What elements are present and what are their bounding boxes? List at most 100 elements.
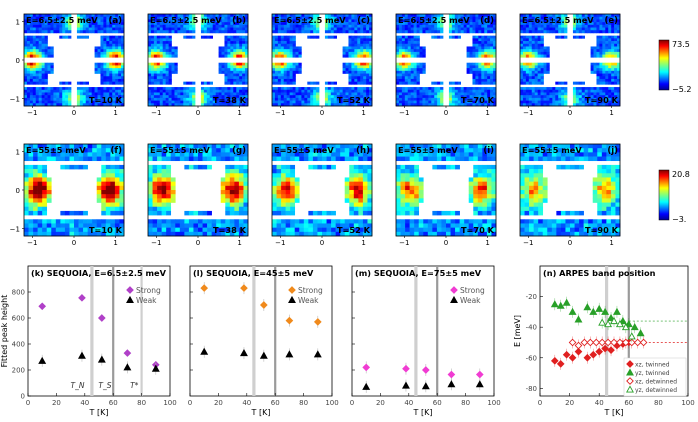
map-pixel — [50, 24, 54, 28]
map-pixel — [166, 206, 172, 212]
map-pixel — [236, 92, 240, 96]
map-pixel — [276, 194, 282, 199]
map-pixel — [367, 206, 373, 212]
map-pixel — [94, 51, 98, 55]
map-pixel — [520, 68, 524, 72]
map-pixel — [150, 49, 155, 53]
map-pixel — [26, 103, 31, 107]
map-pixel — [76, 95, 81, 99]
map-pixel — [26, 43, 31, 47]
map-pixel — [490, 97, 494, 101]
map-panel: E=6.5±2.5 meV (d)T=70 K−1 0 1 — [395, 13, 497, 117]
map-pixel — [584, 30, 588, 34]
map-pixel — [367, 198, 373, 203]
map-pixel — [211, 223, 217, 228]
map-pixel — [481, 35, 485, 39]
map-pixel — [277, 35, 282, 39]
map-pixel — [106, 97, 110, 101]
map-pixel — [448, 22, 453, 26]
map-pixel — [528, 35, 533, 39]
map-pixel — [162, 54, 166, 58]
map-pixel — [475, 78, 479, 82]
map-pixel — [177, 19, 181, 23]
map-pixel — [299, 148, 305, 153]
map-pixel — [358, 194, 364, 199]
map-pixel — [298, 27, 302, 31]
map-pixel — [106, 16, 110, 20]
map-pixel — [413, 27, 417, 31]
map-pixel — [363, 14, 367, 18]
map-pixel — [272, 231, 277, 237]
map-pixel — [469, 87, 473, 91]
map-pixel — [596, 27, 600, 31]
map-pixel — [342, 97, 346, 101]
map-pixel — [239, 27, 243, 31]
map-pixel — [35, 49, 39, 53]
map-pixel — [229, 181, 235, 187]
map-pixel — [83, 144, 88, 149]
map-pixel — [342, 87, 346, 91]
map-pixel — [290, 227, 296, 233]
map-pixel — [525, 19, 530, 23]
map-pixel — [227, 27, 231, 31]
map-pixel — [96, 231, 102, 237]
map-pixel — [484, 46, 488, 50]
map-pixel — [165, 103, 169, 107]
map-pixel — [301, 24, 305, 28]
map-pixel — [552, 27, 556, 31]
map-pixel — [277, 70, 282, 74]
map-pixel — [193, 231, 199, 237]
map-pixel — [327, 27, 332, 31]
map-pixel — [230, 16, 234, 20]
map-pixel — [466, 14, 470, 18]
map-pixel — [549, 27, 553, 31]
map-pixel — [481, 81, 485, 85]
map-pixel — [396, 14, 400, 18]
map-pixel — [540, 51, 544, 55]
map-pixel — [493, 73, 497, 77]
map-pixel — [272, 78, 276, 82]
map-pixel — [584, 19, 588, 23]
map-pixel — [339, 87, 343, 91]
map-pixel — [596, 87, 600, 91]
map-pixel — [188, 164, 194, 170]
map-pixel — [608, 16, 612, 20]
map-pixel — [308, 148, 314, 153]
map-pixel — [317, 227, 323, 233]
map-pixel — [404, 73, 409, 77]
map-pixel — [162, 95, 166, 99]
map-pixel — [593, 62, 597, 66]
map-pixel — [55, 231, 61, 237]
map-pixel — [413, 103, 417, 107]
map-pixel — [153, 43, 158, 47]
map-pixel — [221, 87, 225, 91]
map-pixel — [614, 103, 618, 107]
map-pixel — [540, 14, 544, 18]
map-pixel — [209, 24, 213, 28]
map-pixel — [103, 38, 107, 42]
map-pixel — [602, 46, 606, 50]
map-pixel — [469, 92, 473, 96]
map-pixel — [396, 206, 401, 212]
map-pixel — [50, 97, 54, 101]
map-pixel — [422, 30, 426, 34]
map-pixel — [520, 54, 524, 58]
map-pixel — [460, 92, 464, 96]
map-pixel — [106, 100, 110, 104]
map-pixel — [233, 70, 237, 74]
map-pixel — [475, 49, 479, 53]
map-pixel — [59, 95, 63, 99]
map-pixel — [33, 190, 38, 195]
map-pixel — [209, 19, 213, 23]
map-pixel — [47, 49, 51, 53]
map-pixel — [110, 177, 116, 182]
map-pixel — [549, 24, 553, 28]
map-pixel — [281, 223, 286, 228]
map-pixel — [277, 24, 282, 28]
map-pixel — [168, 30, 172, 34]
map-pixel — [109, 73, 113, 77]
map-pixel — [118, 89, 122, 93]
map-pixel — [292, 27, 296, 31]
map-pixel — [549, 92, 553, 96]
map-pixel — [357, 46, 361, 50]
